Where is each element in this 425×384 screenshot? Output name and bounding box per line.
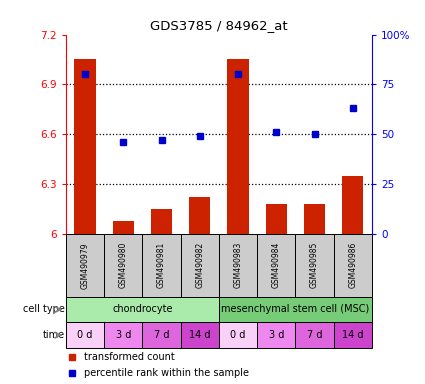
Bar — [104, 322, 142, 348]
Bar — [295, 234, 334, 296]
Text: 3 d: 3 d — [116, 330, 131, 340]
Bar — [74, 60, 96, 234]
Text: transformed count: transformed count — [84, 353, 175, 362]
Text: 14 d: 14 d — [342, 330, 363, 340]
Bar — [219, 296, 372, 322]
Text: chondrocyte: chondrocyte — [112, 305, 173, 314]
Text: GSM490984: GSM490984 — [272, 242, 281, 288]
Text: GSM490983: GSM490983 — [233, 242, 243, 288]
Bar — [257, 234, 295, 296]
Bar — [219, 322, 257, 348]
Text: 7 d: 7 d — [307, 330, 322, 340]
Bar — [66, 322, 104, 348]
Text: GSM490981: GSM490981 — [157, 242, 166, 288]
Text: GSM490982: GSM490982 — [195, 242, 204, 288]
Text: GSM490986: GSM490986 — [348, 242, 357, 288]
Bar — [334, 322, 372, 348]
Bar — [334, 234, 372, 296]
Bar — [142, 234, 181, 296]
Text: GSM490980: GSM490980 — [119, 242, 128, 288]
Text: 7 d: 7 d — [154, 330, 169, 340]
Text: GSM490979: GSM490979 — [80, 242, 90, 288]
Bar — [113, 221, 134, 234]
Bar — [151, 209, 172, 234]
Bar — [266, 204, 287, 234]
Bar — [342, 176, 363, 234]
Bar — [219, 234, 257, 296]
Bar — [257, 322, 295, 348]
Text: 14 d: 14 d — [189, 330, 210, 340]
Text: 0 d: 0 d — [77, 330, 93, 340]
Text: 0 d: 0 d — [230, 330, 246, 340]
Title: GDS3785 / 84962_at: GDS3785 / 84962_at — [150, 19, 288, 32]
Text: mesenchymal stem cell (MSC): mesenchymal stem cell (MSC) — [221, 305, 369, 314]
Bar — [227, 60, 249, 234]
Text: time: time — [43, 330, 65, 340]
Bar — [304, 204, 325, 234]
Text: cell type: cell type — [23, 305, 65, 314]
Text: 3 d: 3 d — [269, 330, 284, 340]
Bar — [181, 322, 219, 348]
Text: percentile rank within the sample: percentile rank within the sample — [84, 367, 249, 377]
Bar — [66, 296, 219, 322]
Bar — [142, 322, 181, 348]
Text: GSM490985: GSM490985 — [310, 242, 319, 288]
Bar — [189, 197, 210, 234]
Bar — [181, 234, 219, 296]
Bar — [104, 234, 142, 296]
Bar — [295, 322, 334, 348]
Bar — [66, 234, 104, 296]
